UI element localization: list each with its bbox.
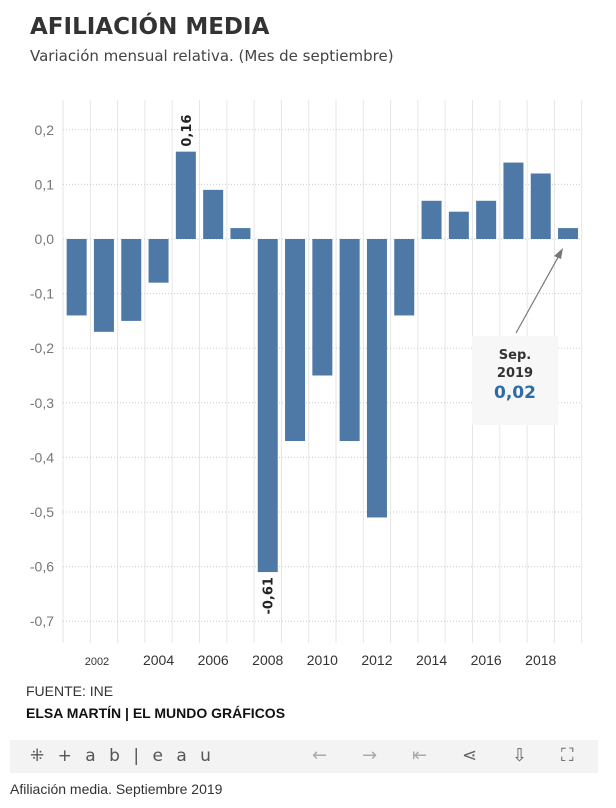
y-tick-label: -0,7 bbox=[30, 613, 54, 629]
annotation-box: Sep. 2019 0,02 bbox=[472, 336, 558, 425]
chart-subtitle: Variación mensual relativa. (Mes de sept… bbox=[30, 47, 394, 65]
annotation-arrowhead bbox=[554, 248, 563, 259]
share-icon[interactable]: ⋖ bbox=[462, 745, 478, 766]
y-tick-label: -0,4 bbox=[30, 449, 54, 465]
x-tick-label: 2012 bbox=[361, 652, 392, 668]
y-tick-label: -0,5 bbox=[30, 504, 54, 520]
bar-2012 bbox=[366, 239, 387, 518]
fullscreen-icon[interactable]: ⛶ bbox=[561, 745, 574, 766]
redo-button[interactable]: → bbox=[362, 745, 378, 766]
y-tick-label: 0,0 bbox=[35, 231, 55, 247]
revert-button[interactable]: ⇤ bbox=[412, 745, 428, 766]
x-tick-label: 2016 bbox=[471, 652, 502, 668]
bar-2019 bbox=[558, 228, 579, 239]
x-tick-label: 2018 bbox=[525, 652, 556, 668]
bar-2006 bbox=[203, 189, 224, 239]
bar-2016 bbox=[476, 200, 497, 239]
y-tick-label: 0,1 bbox=[35, 176, 55, 192]
undo-button[interactable]: ← bbox=[312, 745, 328, 766]
bar-2005 bbox=[175, 151, 196, 239]
bar-2018 bbox=[530, 173, 551, 239]
y-tick-label: -0,2 bbox=[30, 340, 54, 356]
tableau-grid-icon: ⁜ bbox=[30, 746, 49, 766]
bar-2015 bbox=[448, 211, 469, 239]
bar-2007 bbox=[230, 228, 251, 239]
data-label: -0,61 bbox=[262, 577, 277, 614]
annotation-arrow bbox=[515, 251, 562, 334]
bar-2014 bbox=[421, 200, 442, 239]
x-tick-label: 2014 bbox=[416, 652, 447, 668]
chart-title: AFILIACIÓN MEDIA bbox=[30, 14, 270, 40]
y-tick-label: -0,6 bbox=[30, 559, 54, 575]
x-tick-label: 2006 bbox=[198, 652, 229, 668]
annotation-value: 0,02 bbox=[494, 383, 536, 403]
tableau-logo[interactable]: ⁜ + a b | e a u bbox=[30, 746, 215, 766]
data-label: 0,16 bbox=[180, 115, 195, 147]
annotation-month: Sep. bbox=[498, 348, 532, 363]
author-text: ELSA MARTÍN | EL MUNDO GRÁFICOS bbox=[26, 705, 286, 721]
x-tick-label: 2004 bbox=[143, 652, 174, 668]
y-tick-label: 0,2 bbox=[35, 122, 55, 138]
caption: Afiliación media. Septiembre 2019 bbox=[10, 781, 223, 797]
bar-2003 bbox=[121, 239, 142, 321]
tableau-toolbar: ⁜ + a b | e a u ← → ⇤ ⋖ ⇩ ⛶ bbox=[10, 740, 598, 773]
x-tick-label: 2002 bbox=[85, 656, 109, 668]
bar-2004 bbox=[148, 239, 169, 283]
bar-2009 bbox=[285, 239, 306, 442]
annotation-year: 2019 bbox=[496, 366, 534, 381]
bar-2013 bbox=[394, 239, 415, 316]
bar-chart: 0,2 0,1 0,0 -0,1 -0,2 -0,3 -0,4 -0,5 -0,6 -0,7 200… bbox=[30, 100, 583, 668]
y-tick-label: -0,1 bbox=[30, 286, 54, 302]
bar-2017 bbox=[503, 162, 524, 239]
x-tick-label: 2010 bbox=[307, 652, 338, 668]
y-tick-label: -0,3 bbox=[30, 395, 54, 411]
bar-2002 bbox=[93, 239, 114, 332]
bar-2010 bbox=[312, 239, 333, 376]
download-icon[interactable]: ⇩ bbox=[512, 745, 528, 766]
bar-2011 bbox=[339, 239, 360, 442]
bar-2008 bbox=[257, 239, 278, 573]
source-text: FUENTE: INE bbox=[26, 683, 114, 699]
bar-2001 bbox=[66, 239, 87, 316]
x-tick-label: 2008 bbox=[252, 652, 283, 668]
